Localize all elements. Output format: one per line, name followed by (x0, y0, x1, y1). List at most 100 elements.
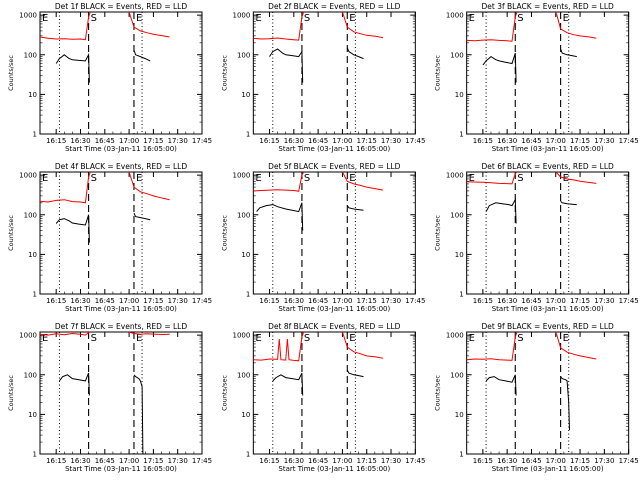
y-tick-label: 10 (455, 251, 464, 259)
series-events-line (560, 200, 577, 206)
series-events-line (55, 214, 90, 243)
x-tick-label: 17:30 (168, 297, 188, 305)
marker-label-s: S (91, 173, 97, 184)
series-events-line (560, 376, 570, 431)
series-lld-line (341, 171, 383, 191)
y-tick-label: 1000 (446, 172, 464, 180)
marker-label-s: S (517, 333, 523, 344)
series-lld-line (555, 11, 597, 39)
series-lld-line (253, 331, 305, 362)
series-lld-line (128, 11, 170, 38)
x-tick-label: 17:45 (619, 457, 639, 465)
panel-title: Det 6f BLACK = Events, RED = LLD (482, 162, 615, 171)
marker-label-e: E (42, 173, 48, 184)
x-tick-label: 17:00 (119, 297, 139, 305)
x-tick-label: 16:45 (308, 457, 328, 465)
y-tick-label: 100 (24, 211, 37, 219)
x-tick-label: 16:45 (521, 137, 541, 145)
y-tick-label: 100 (237, 51, 250, 59)
y-tick-label: 1 (33, 451, 37, 459)
panel-title: Det 9f BLACK = Events, RED = LLD (482, 322, 615, 331)
x-tick-label: 17:00 (119, 137, 139, 145)
y-tick-label: 10 (28, 411, 37, 419)
marker-label-e: E (255, 13, 261, 24)
y-axis-label: Counts/sec (434, 215, 442, 251)
y-tick-label: 100 (24, 371, 37, 379)
panel-det-1: Det 1f BLACK = Events, RED = LLD 1 10 100 10… (7, 2, 212, 153)
x-axis-label: Start Time (03-Jan-11 16:05:00) (65, 305, 177, 313)
y-tick-label: 10 (241, 91, 250, 99)
x-tick-label: 16:15 (473, 297, 493, 305)
x-tick-label: 17:30 (594, 297, 614, 305)
panel-title: Det 3f BLACK = Events, RED = LLD (482, 2, 615, 11)
marker-label-e: E (563, 333, 569, 344)
panel-title: Det 2f BLACK = Events, RED = LLD (268, 2, 401, 11)
x-tick-label: 17:15 (143, 457, 163, 465)
marker-label-e: E (136, 333, 142, 344)
x-tick-label: 16:15 (259, 457, 279, 465)
panel-det-3: Det 3f BLACK = Events, RED = LLD 1 10 100 10… (434, 2, 639, 153)
series-lld-line (39, 171, 91, 204)
series-lld-line (466, 11, 518, 42)
x-tick-label: 16:45 (521, 297, 541, 305)
plot-frame (252, 331, 416, 455)
marker-label-e: E (255, 333, 261, 344)
series-lld-line (253, 11, 305, 41)
x-tick-label: 17:00 (332, 137, 352, 145)
marker-label-e: E (136, 173, 142, 184)
y-tick-label: 100 (450, 371, 463, 379)
y-tick-label: 1 (459, 291, 463, 299)
x-tick-label: 17:15 (570, 137, 590, 145)
y-tick-label: 1000 (19, 332, 37, 340)
panel-det-8: Det 8f BLACK = Events, RED = LLD 1 10 100 10… (220, 322, 425, 473)
series-events-line (55, 52, 90, 83)
series-lld-line (341, 11, 383, 39)
x-tick-label: 17:00 (332, 297, 352, 305)
x-tick-label: 17:30 (168, 137, 188, 145)
y-tick-label: 1000 (233, 12, 251, 20)
series-events-line (560, 48, 577, 58)
y-axis-label: Counts/sec (434, 55, 442, 91)
y-tick-label: 1 (459, 131, 463, 139)
x-tick-label: 16:30 (70, 297, 90, 305)
y-tick-label: 10 (28, 251, 37, 259)
marker-label-e: E (349, 13, 355, 24)
x-tick-label: 17:45 (405, 297, 425, 305)
x-tick-label: 16:30 (70, 137, 90, 145)
panel-det-5: Det 5f BLACK = Events, RED = LLD 1 10 100 10… (220, 162, 425, 313)
panel-det-6: Det 6f BLACK = Events, RED = LLD 1 10 100 10… (434, 162, 639, 313)
series-events-line (59, 372, 90, 396)
y-tick-label: 1 (459, 451, 463, 459)
series-lld-line (39, 331, 91, 336)
plot-frame (39, 11, 203, 135)
marker-label-e: E (42, 333, 48, 344)
x-tick-label: 16:30 (284, 297, 304, 305)
series-lld-line (341, 331, 383, 359)
y-tick-label: 10 (28, 91, 37, 99)
plot-frame (252, 11, 416, 135)
series-events-line (346, 205, 364, 211)
series-events-line (256, 202, 304, 231)
x-tick-label: 17:45 (192, 297, 212, 305)
marker-label-e: E (136, 13, 142, 24)
y-tick-label: 10 (455, 91, 464, 99)
x-tick-label: 17:15 (357, 457, 377, 465)
x-axis-label: Start Time (03-Jan-11 16:05:00) (492, 145, 604, 153)
y-tick-label: 100 (237, 371, 250, 379)
panel-det-9: Det 9f BLACK = Events, RED = LLD 1 10 100 10… (434, 322, 639, 473)
y-tick-label: 10 (241, 251, 250, 259)
x-tick-label: 16:15 (259, 297, 279, 305)
marker-label-s: S (91, 333, 97, 344)
y-tick-label: 1000 (19, 12, 37, 20)
x-tick-label: 17:15 (570, 297, 590, 305)
y-axis-label: Counts/sec (434, 375, 442, 411)
x-tick-label: 17:00 (546, 297, 566, 305)
x-tick-label: 17:45 (619, 297, 639, 305)
plot-frame (39, 171, 203, 295)
y-axis-label: Counts/sec (220, 55, 228, 91)
x-tick-label: 16:45 (95, 137, 115, 145)
x-tick-label: 17:00 (119, 457, 139, 465)
y-axis-label: Counts/sec (220, 375, 228, 411)
x-axis-label: Start Time (03-Jan-11 16:05:00) (278, 305, 390, 313)
series-events-line (485, 197, 517, 224)
